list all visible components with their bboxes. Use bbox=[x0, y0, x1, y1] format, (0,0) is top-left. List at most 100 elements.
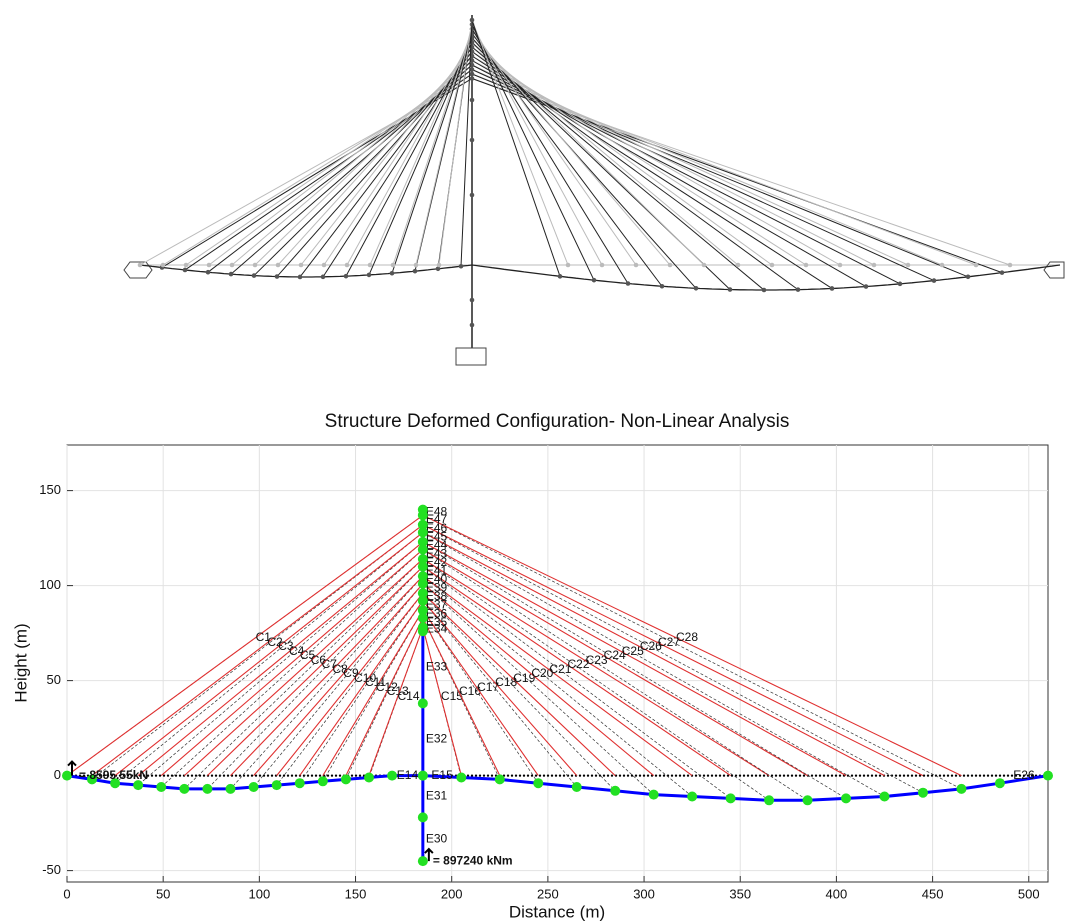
deck-node bbox=[364, 773, 374, 783]
schematic-node bbox=[702, 263, 707, 268]
deck-element-label: E14 bbox=[397, 768, 419, 782]
schematic-node bbox=[898, 282, 903, 287]
schematic-node bbox=[796, 287, 801, 292]
schematic-node bbox=[414, 263, 419, 268]
schematic-node bbox=[872, 263, 877, 268]
schematic-node bbox=[229, 272, 234, 277]
pylon-element-label: E32 bbox=[426, 732, 448, 746]
schematic-node bbox=[770, 263, 775, 268]
schematic-node bbox=[276, 263, 281, 268]
schematic-node bbox=[298, 275, 303, 280]
deck-node bbox=[295, 778, 305, 788]
x-tick-label: 450 bbox=[922, 886, 944, 901]
schematic-node bbox=[275, 274, 280, 279]
pylon-node bbox=[418, 698, 428, 708]
x-tick-label: 300 bbox=[633, 886, 655, 901]
schematic-cable bbox=[369, 38, 472, 275]
pylon-node bbox=[418, 537, 428, 547]
schematic-node bbox=[932, 278, 937, 283]
deck-node bbox=[202, 784, 212, 794]
schematic-cable bbox=[370, 34, 472, 266]
base-reaction-label: = 897240 kNm bbox=[433, 853, 513, 867]
schematic-node bbox=[161, 263, 166, 268]
pylon-node bbox=[418, 520, 428, 530]
deck-node bbox=[803, 795, 813, 805]
schematic-cable bbox=[472, 34, 670, 266]
x-axis-label: Distance (m) bbox=[509, 902, 605, 921]
x-tick-label: 500 bbox=[1018, 886, 1040, 901]
x-tick-label: 150 bbox=[345, 886, 367, 901]
y-tick-label: 100 bbox=[39, 577, 61, 592]
schematic-node bbox=[1000, 270, 1005, 275]
cable-label: C14 bbox=[398, 689, 420, 703]
pylon-node bbox=[418, 605, 428, 615]
schematic-cable bbox=[324, 43, 472, 266]
deck-node bbox=[764, 795, 774, 805]
pylon-node bbox=[418, 622, 428, 632]
schematic-cable bbox=[472, 25, 602, 266]
schematic-node bbox=[470, 98, 475, 103]
schematic-node bbox=[322, 263, 327, 268]
chart-title: Structure Deformed Configuration- Non-Li… bbox=[325, 411, 790, 432]
schematic-cable bbox=[472, 74, 976, 265]
deck-element-label: E26 bbox=[1013, 768, 1035, 782]
y-tick-label: 150 bbox=[39, 482, 61, 497]
schematic-support bbox=[1044, 262, 1064, 278]
deck-node bbox=[179, 784, 189, 794]
deck-node bbox=[956, 784, 966, 794]
schematic-node bbox=[184, 263, 189, 268]
deck-node bbox=[62, 771, 72, 781]
schematic-cable bbox=[439, 20, 472, 265]
deck-element-label: E15 bbox=[431, 768, 453, 782]
deck-node bbox=[156, 782, 166, 792]
pylon-node bbox=[418, 812, 428, 822]
pylon-element-label: E33 bbox=[426, 659, 448, 673]
deck-node bbox=[272, 780, 282, 790]
schematic-node bbox=[391, 263, 396, 268]
schematic-cable bbox=[301, 47, 472, 265]
schematic-node bbox=[470, 298, 475, 303]
deck-node bbox=[918, 788, 928, 798]
schematic-node bbox=[299, 263, 304, 268]
schematic-node bbox=[660, 284, 665, 289]
deck-node bbox=[880, 792, 890, 802]
pylon-node bbox=[418, 588, 428, 598]
schematic-node bbox=[830, 286, 835, 291]
deck-node bbox=[387, 771, 397, 781]
deck-node bbox=[341, 774, 351, 784]
schematic-node bbox=[728, 287, 733, 292]
schematic-node bbox=[470, 76, 475, 81]
pylon-node bbox=[418, 571, 428, 581]
deck-node bbox=[226, 784, 236, 794]
pylon-element-label: E30 bbox=[426, 831, 448, 845]
deck-node bbox=[995, 778, 1005, 788]
schematic-node bbox=[230, 263, 235, 268]
schematic-node bbox=[413, 269, 418, 274]
deck-node bbox=[533, 778, 543, 788]
schematic-node bbox=[470, 67, 475, 72]
x-tick-label: 200 bbox=[441, 886, 463, 901]
schematic-node bbox=[626, 281, 631, 286]
schematic-node bbox=[253, 263, 258, 268]
pylon-node bbox=[418, 856, 428, 866]
schematic-node bbox=[592, 278, 597, 283]
pylon-node bbox=[418, 505, 428, 515]
schematic-cable bbox=[472, 25, 594, 281]
pylon-node bbox=[418, 771, 428, 781]
schematic-cable bbox=[472, 43, 738, 266]
schematic-node bbox=[762, 288, 767, 293]
schematic-node bbox=[390, 271, 395, 276]
deck-node bbox=[649, 790, 659, 800]
deck-node bbox=[318, 776, 328, 786]
deck-node bbox=[1043, 771, 1053, 781]
schematic bbox=[124, 15, 1064, 365]
schematic-node bbox=[906, 263, 911, 268]
deck-node bbox=[687, 792, 697, 802]
deck-node bbox=[610, 786, 620, 796]
schematic-node bbox=[470, 18, 475, 23]
schematic-node bbox=[470, 72, 475, 77]
schematic-cable bbox=[472, 20, 560, 276]
schematic-node bbox=[566, 263, 571, 268]
page: 050100150200250300350400450500-500501001… bbox=[0, 0, 1068, 924]
pylon-element-label: E48 bbox=[426, 505, 448, 519]
